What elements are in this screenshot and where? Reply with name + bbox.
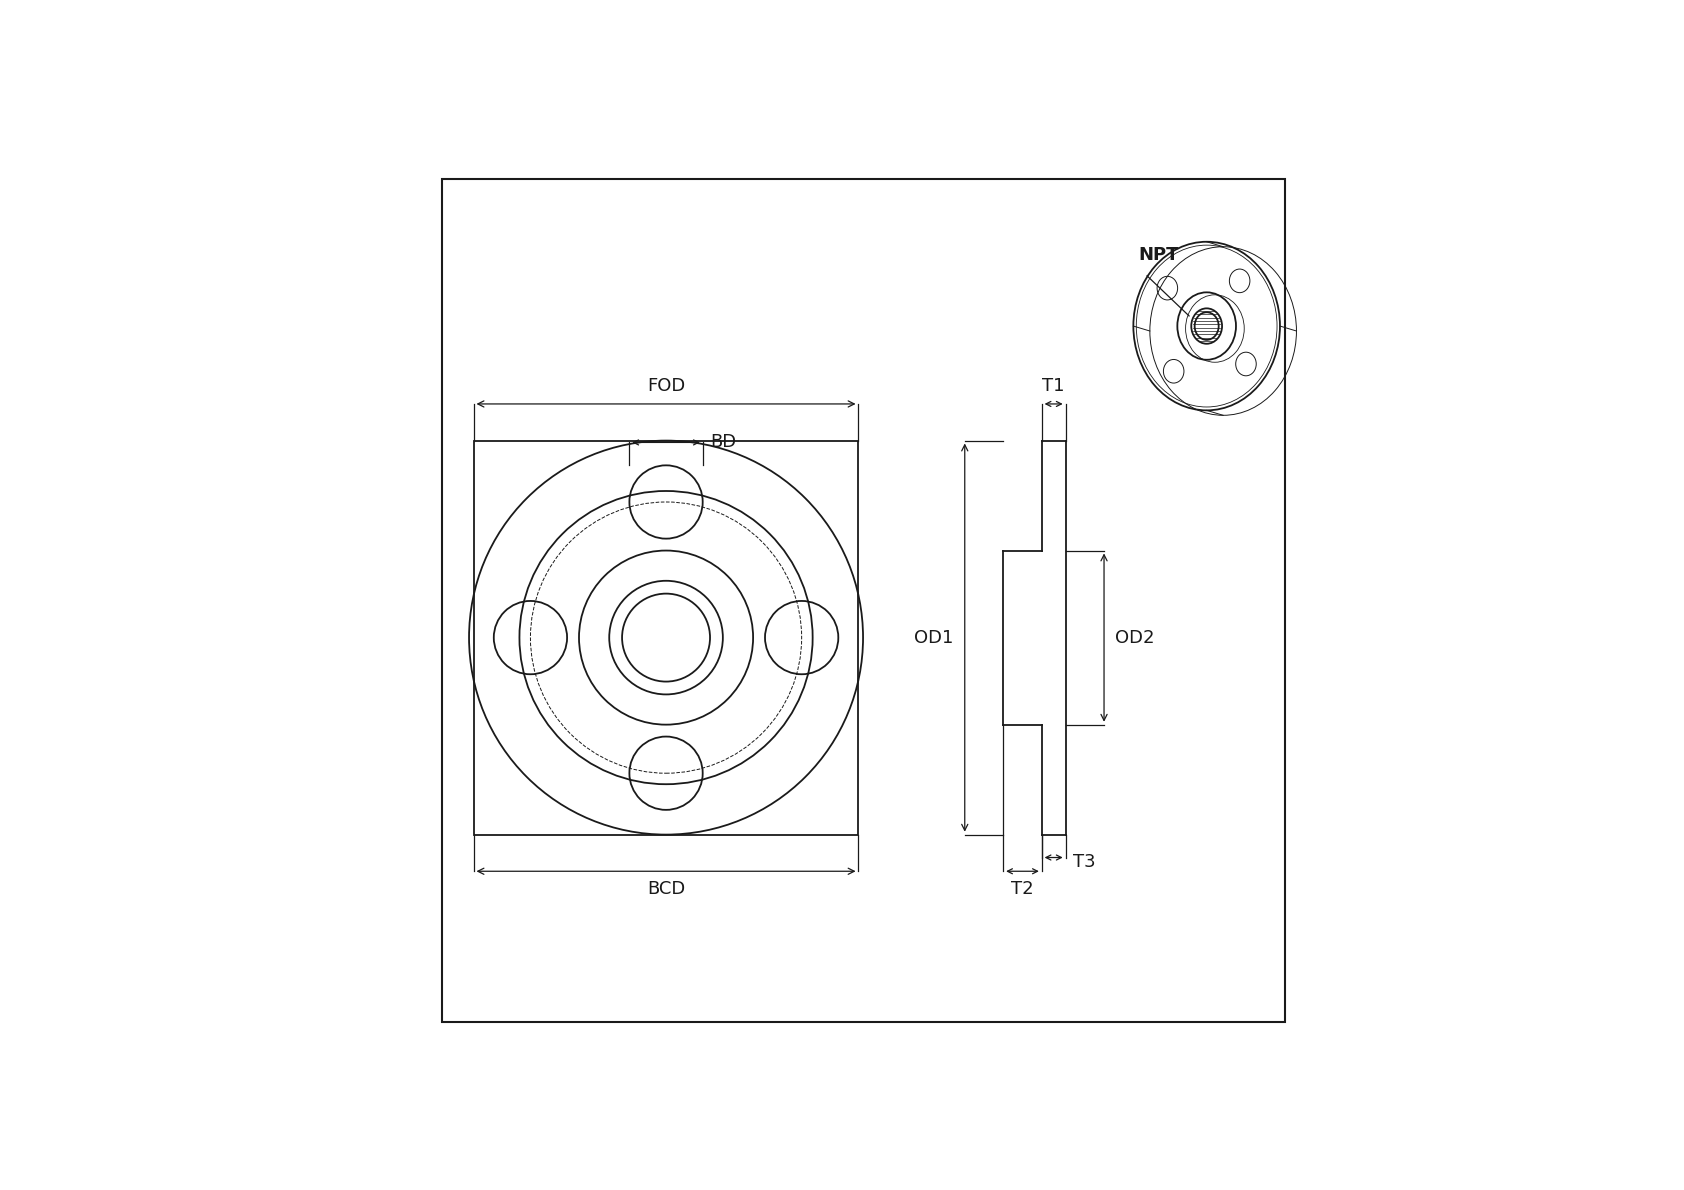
Text: OD2: OD2 bbox=[1115, 628, 1155, 646]
Text: BCD: BCD bbox=[647, 881, 685, 898]
Text: OD1: OD1 bbox=[914, 628, 953, 646]
Text: BD: BD bbox=[711, 433, 736, 451]
Text: T1: T1 bbox=[1042, 377, 1064, 395]
Bar bbox=[473, 440, 859, 834]
Text: NPT: NPT bbox=[1138, 246, 1179, 264]
Text: T2: T2 bbox=[1010, 881, 1034, 898]
Text: T3: T3 bbox=[1073, 853, 1096, 871]
Text: FOD: FOD bbox=[647, 377, 685, 395]
